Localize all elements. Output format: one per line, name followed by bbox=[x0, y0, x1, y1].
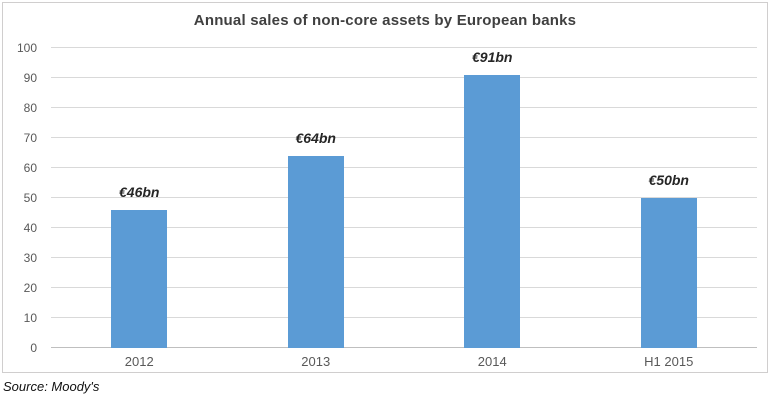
y-tick-label: 20 bbox=[23, 281, 37, 295]
bar-data-label: €50bn bbox=[648, 172, 689, 188]
x-tick-label: 2013 bbox=[301, 354, 331, 369]
bars-group: €46bn €64bn €91bn €50bn bbox=[51, 48, 757, 348]
y-tick-label: 0 bbox=[30, 341, 37, 355]
bar-2014 bbox=[464, 75, 521, 348]
y-tick-label: 60 bbox=[23, 161, 37, 175]
bar-slot-2013: €64bn bbox=[228, 48, 405, 348]
bar-slot-2014: €91bn bbox=[404, 48, 581, 348]
plot-area: €46bn €64bn €91bn €50bn bbox=[51, 47, 757, 348]
gridline bbox=[51, 197, 757, 198]
x-tick-label: 2012 bbox=[124, 354, 154, 369]
gridline bbox=[51, 137, 757, 138]
y-tick-label: 50 bbox=[23, 191, 37, 205]
gridline bbox=[51, 317, 757, 318]
source-note: Source: Moody's bbox=[3, 379, 100, 394]
x-tick-label: H1 2015 bbox=[644, 354, 694, 369]
y-tick-label: 90 bbox=[23, 71, 37, 85]
gridline bbox=[51, 287, 757, 288]
chart-area: Annual sales of non-core assets by Europ… bbox=[2, 2, 768, 373]
x-tick-label: 2014 bbox=[477, 354, 507, 369]
bar-2013 bbox=[287, 156, 344, 348]
gridline bbox=[51, 257, 757, 258]
bar-data-label: €46bn bbox=[119, 184, 160, 200]
bar-2012 bbox=[111, 210, 168, 348]
y-tick-label: 10 bbox=[23, 311, 37, 325]
x-axis-line bbox=[51, 347, 757, 348]
gridline bbox=[51, 77, 757, 78]
gridline bbox=[51, 107, 757, 108]
y-tick-label: 30 bbox=[23, 251, 37, 265]
bar-data-label: €91bn bbox=[472, 49, 513, 65]
y-axis: 0 10 20 30 40 50 60 70 80 90 100 bbox=[5, 42, 45, 354]
y-tick-label: 40 bbox=[23, 221, 37, 235]
y-tick-label: 70 bbox=[23, 131, 37, 145]
y-tick-label: 80 bbox=[23, 101, 37, 115]
bar-slot-2012: €46bn bbox=[51, 48, 228, 348]
bar-slot-h1-2015: €50bn bbox=[581, 48, 758, 348]
gridline bbox=[51, 227, 757, 228]
bar-data-label: €64bn bbox=[295, 130, 336, 146]
gridline bbox=[51, 167, 757, 168]
y-tick-label: 100 bbox=[16, 41, 37, 55]
gridline bbox=[51, 47, 757, 48]
chart-title: Annual sales of non-core assets by Europ… bbox=[193, 12, 577, 29]
x-axis: 2012 2013 2014 H1 2015 bbox=[51, 354, 757, 374]
bar-h1-2015 bbox=[640, 198, 697, 348]
